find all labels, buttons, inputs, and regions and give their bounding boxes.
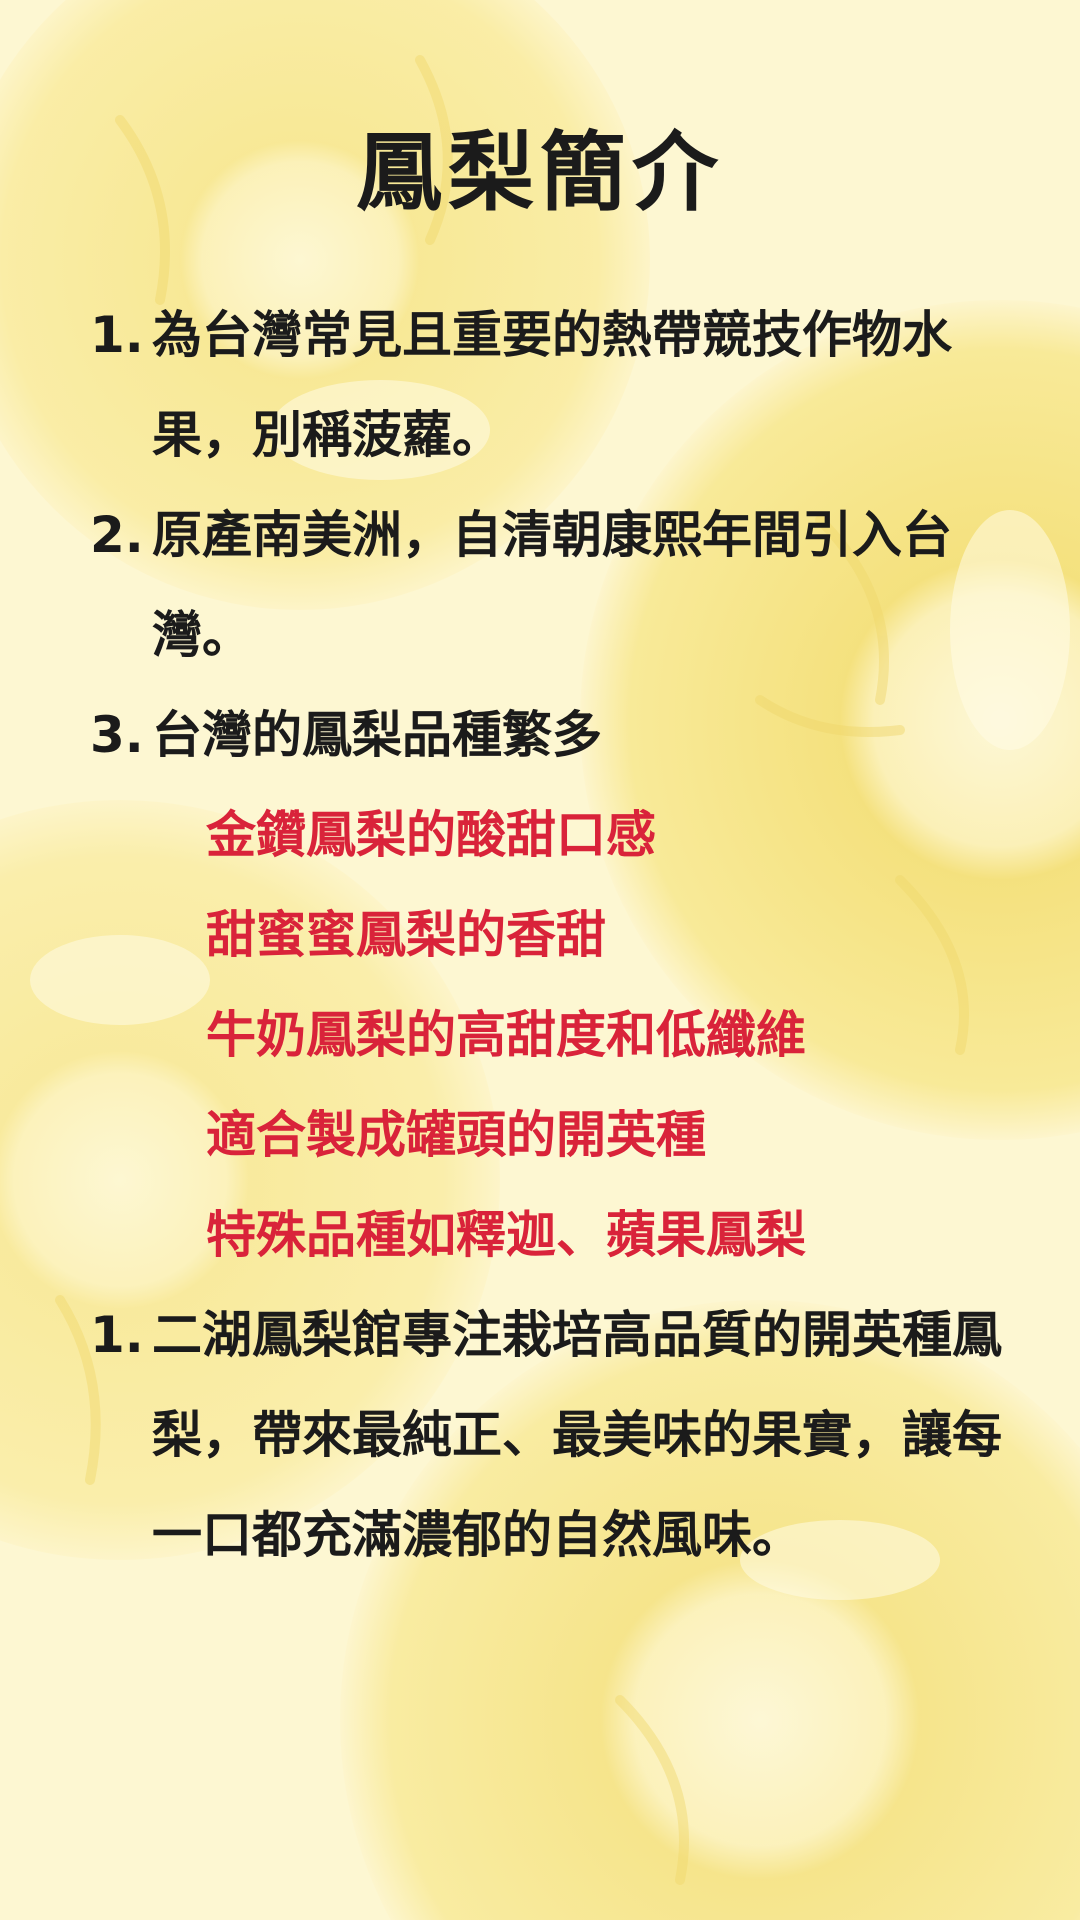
item-text: 原產南美洲，自清朝康熙年間引入台灣。: [152, 506, 952, 664]
item-number: 1.: [90, 306, 144, 364]
item-text: 為台灣常見且重要的熱帶競技作物水果，別稱菠蘿。: [152, 306, 952, 464]
intro-item-3: 3. 台灣的鳳梨品種繁多: [90, 685, 1010, 785]
variety-item-3: 牛奶鳳梨的高甜度和低纖維: [206, 1006, 806, 1064]
closing-item: 1. 二湖鳳梨館專注栽培高品質的開英種鳳梨，帶來最純正、最美味的果實，讓每一口都…: [90, 1285, 1010, 1585]
item-number: 3.: [90, 706, 144, 764]
item-number: 1.: [90, 1306, 144, 1364]
item-number: 2.: [90, 506, 144, 564]
variety-item-1: 金鑽鳳梨的酸甜口感: [206, 806, 656, 864]
variety-item-2: 甜蜜蜜鳳梨的香甜: [206, 906, 606, 964]
variety-item-4: 適合製成罐頭的開英種: [206, 1106, 706, 1164]
intro-item-2: 2. 原產南美洲，自清朝康熙年間引入台灣。: [90, 485, 1010, 685]
page-title: 鳳梨簡介: [356, 123, 724, 223]
item-text: 台灣的鳳梨品種繁多: [152, 706, 602, 764]
intro-item-1: 1. 為台灣常見且重要的熱帶競技作物水果，別稱菠蘿。: [90, 285, 1010, 485]
item-text: 二湖鳳梨館專注栽培高品質的開英種鳳梨，帶來最純正、最美味的果實，讓每一口都充滿濃…: [152, 1306, 1002, 1564]
variety-item-5: 特殊品種如釋迦、蘋果鳳梨: [206, 1206, 806, 1264]
